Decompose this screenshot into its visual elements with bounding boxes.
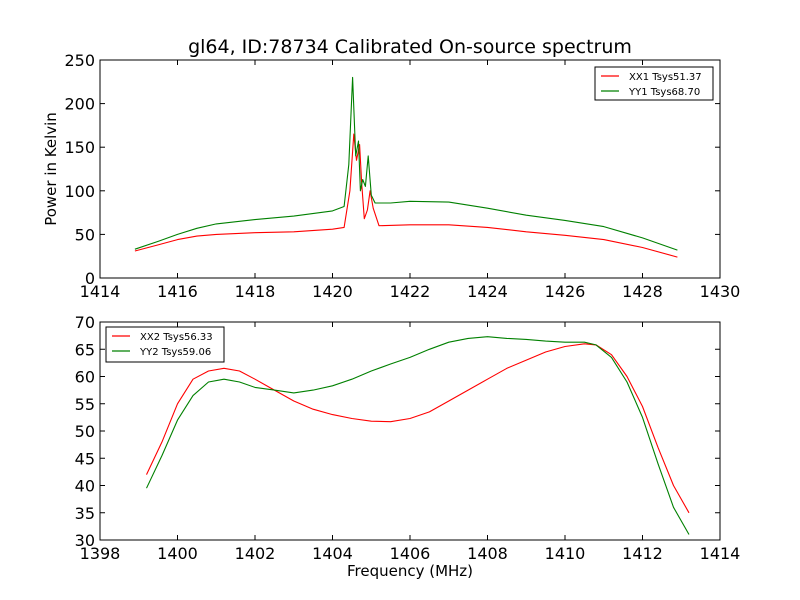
legend: XX2 Tsys56.33 YY2 Tsys59.06 [105, 326, 225, 363]
figure-title: gl64, ID:78734 Calibrated On-source spec… [188, 36, 632, 58]
series-line-xx [146, 343, 690, 514]
x-tick-label: 1422 [390, 282, 431, 301]
series-line-yy [134, 76, 678, 251]
legend-entry: YY2 Tsys59.06 [139, 347, 211, 358]
y-tick-label: 200 [64, 95, 95, 114]
x-tick-label: 1406 [390, 544, 431, 563]
legend-entry: YY1 Tsys68.70 [628, 87, 700, 98]
legend: XX1 Tsys51.37 YY1 Tsys68.70 [594, 66, 714, 101]
y-tick-label: 45 [75, 449, 95, 468]
x-tick-label: 1424 [467, 282, 508, 301]
x-tick-label: 1400 [157, 544, 198, 563]
y-tick-label: 30 [75, 531, 95, 550]
x-tick-label: 1420 [312, 282, 353, 301]
x-tick-label: 1410 [545, 544, 586, 563]
x-tick-label: 1414 [80, 282, 121, 301]
top-spectrum-panel: 1414 1416 1418 1420 1422 1424 1426 1428 1430 0 50 1… [64, 51, 740, 301]
series-line-xx [134, 133, 678, 258]
legend-entry: XX2 Tsys56.33 [140, 332, 213, 343]
y-tick-label: 60 [75, 368, 95, 387]
x-tick-label: 1408 [467, 544, 508, 563]
y-tick-label: 50 [75, 225, 95, 244]
legend-box [105, 326, 225, 363]
y-tick-label: 50 [75, 422, 95, 441]
y-tick-label: 65 [75, 340, 95, 359]
x-tick-label: 1414 [700, 544, 741, 563]
x-tick-label: 1416 [157, 282, 198, 301]
bottom-spectrum-panel: 1398 1400 1402 1404 1406 1408 1410 1412 1414 30 35… [75, 313, 741, 563]
y-axis-label: Power in Kelvin [42, 112, 60, 226]
y-tick-label: 55 [75, 395, 95, 414]
legend-box [594, 66, 714, 101]
x-tick-label: 1398 [80, 544, 121, 563]
legend-entry: XX1 Tsys51.37 [629, 72, 702, 83]
y-tick-label: 40 [75, 477, 95, 496]
y-tick-label: 35 [75, 504, 95, 523]
x-axis-label: Frequency (MHz) [347, 562, 473, 580]
x-tick-label: 1430 [700, 282, 741, 301]
x-tick-label: 1418 [235, 282, 276, 301]
y-tick-label: 0 [85, 269, 95, 288]
x-tick-label: 1404 [312, 544, 353, 563]
y-tick-label: 70 [75, 313, 95, 332]
x-tick-label: 1402 [235, 544, 276, 563]
x-tick-label: 1426 [545, 282, 586, 301]
series-line-yy [146, 336, 690, 535]
x-tick-label: 1428 [622, 282, 663, 301]
x-tick-label: 1412 [622, 544, 663, 563]
y-tick-label: 150 [64, 138, 95, 157]
y-tick-label: 100 [64, 182, 95, 201]
y-tick-label: 250 [64, 51, 95, 70]
